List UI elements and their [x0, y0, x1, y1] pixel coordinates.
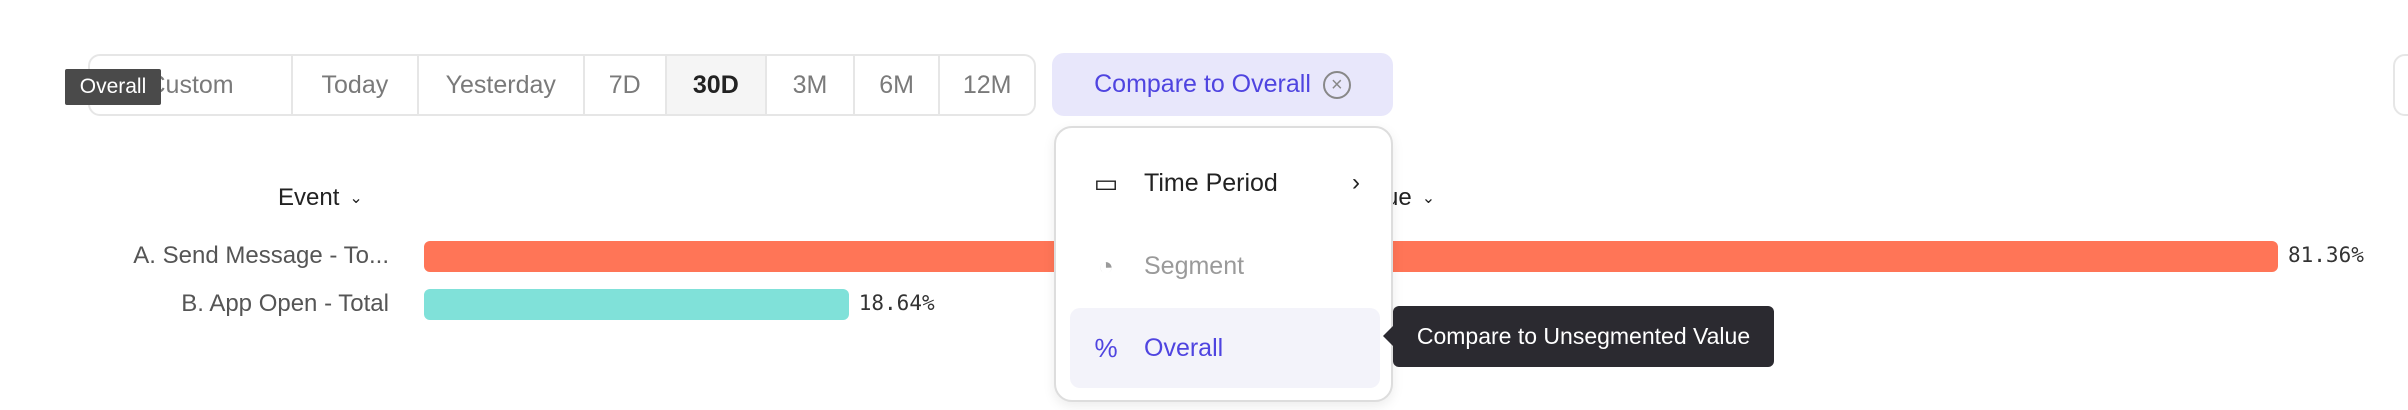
chevron-down-icon: ⌄ [1421, 190, 1436, 207]
date-range-selector: Custom Today Yesterday 7D 30D 3M 6M 12M [88, 54, 1036, 116]
date-30d[interactable]: 30D [664, 56, 766, 114]
compare-menu: ▭ Time Period › ◔ Segment % Overall [1054, 126, 1393, 402]
event-header[interactable]: Event ⌄ [278, 184, 363, 212]
date-custom[interactable]: Custom [147, 70, 234, 99]
event-header-label: Event [278, 184, 340, 211]
menu-item-overall[interactable]: % Overall [1070, 308, 1380, 388]
date-6m[interactable]: 6M [852, 56, 939, 114]
bar-app-open[interactable] [424, 289, 849, 320]
date-12m[interactable]: 12M [938, 56, 1034, 114]
right-control[interactable] [2393, 54, 2408, 116]
date-7d[interactable]: 7D [582, 56, 665, 114]
overall-tooltip: Overall [65, 69, 161, 105]
row-label: B. App Open - Total [181, 290, 389, 317]
overall-description-tooltip: Compare to Unsegmented Value [1383, 306, 1774, 367]
menu-item-label: Overall [1144, 333, 1224, 362]
circle-x-icon[interactable]: × [1322, 70, 1351, 99]
segment-icon: ◔ [1098, 250, 1114, 281]
chevron-right-icon: › [1352, 169, 1360, 196]
row-label: A. Send Message - To... [133, 242, 389, 269]
date-today[interactable]: Today [291, 56, 416, 114]
date-yesterday[interactable]: Yesterday [416, 56, 583, 114]
menu-item-time-period[interactable]: ▭ Time Period › [1070, 143, 1380, 223]
percent-icon: % [1094, 332, 1118, 363]
row-value: 81.36% [2288, 243, 2364, 267]
chevron-down-icon: ⌄ [349, 190, 363, 207]
menu-item-label: Segment [1144, 251, 1245, 280]
compare-button[interactable]: Compare to Overall × [1052, 53, 1393, 116]
menu-item-label: Time Period [1144, 168, 1278, 197]
row-value: 18.64% [858, 291, 935, 315]
date-3m[interactable]: 3M [765, 56, 853, 114]
menu-item-segment[interactable]: ◔ Segment [1070, 226, 1380, 306]
calendar-icon: ▭ [1093, 167, 1119, 198]
compare-label: Compare to Overall [1094, 70, 1311, 98]
